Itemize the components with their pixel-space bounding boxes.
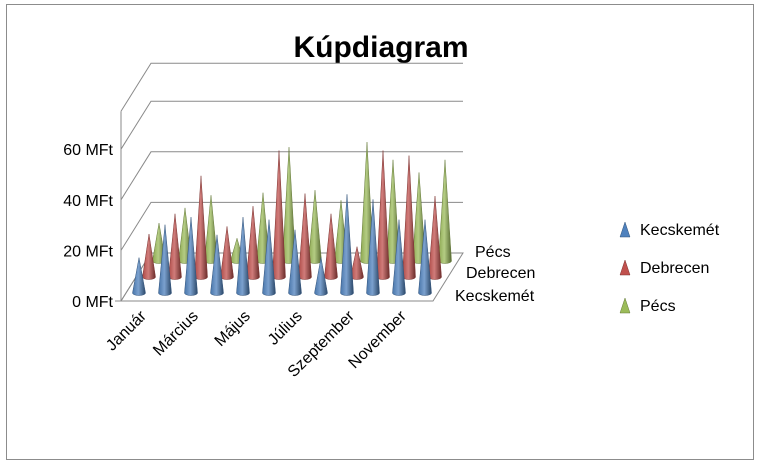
gridline bbox=[120, 100, 463, 150]
legend-label: Kecskemét bbox=[640, 222, 720, 239]
gridline bbox=[120, 151, 463, 201]
x-tick-label: November bbox=[346, 307, 411, 372]
cone-chart: Kúpdiagram 0 MFt 20 MFt 40 MFt 60 MFt Januá… bbox=[63, 31, 720, 381]
cone-debrecen-november bbox=[402, 155, 416, 280]
cone-series bbox=[132, 142, 452, 296]
cone-debrecen-oktober bbox=[376, 150, 390, 280]
depth-tick-label: Kecskemét bbox=[455, 288, 535, 305]
legend-swatch bbox=[619, 221, 631, 238]
cone-kecskemet-december bbox=[418, 219, 432, 296]
y-axis-ticks: 0 MFt 20 MFt 40 MFt 60 MFt bbox=[63, 142, 113, 311]
legend: Kecskemét Debrecen Pécs bbox=[619, 221, 720, 315]
legend-swatch bbox=[619, 259, 631, 276]
depth-tick-label: Pécs bbox=[475, 244, 511, 261]
cone-debrecen-julius bbox=[298, 193, 312, 280]
gridline bbox=[120, 201, 463, 251]
x-axis-ticks: Január Március Május JúliusSzeptemberNovemb… bbox=[103, 307, 410, 380]
chart-title: Kúpdiagram bbox=[293, 31, 468, 64]
cone-kecskemet-aprilis bbox=[210, 234, 224, 296]
x-tick-label: Március bbox=[150, 308, 202, 360]
depth-axis-ticks: Pécs Debrecen Kecskemét bbox=[455, 244, 535, 305]
cone-kecskemet-marcius bbox=[184, 217, 198, 296]
cone-debrecen-januar bbox=[142, 233, 156, 280]
cone-kecskemet-januar bbox=[132, 257, 146, 296]
legend-item-kecskemet: Kecskemét bbox=[619, 221, 720, 239]
cone-debrecen-februar bbox=[168, 213, 182, 280]
cone-kecskemet-februar bbox=[158, 224, 172, 296]
y-tick-label: 0 MFt bbox=[72, 294, 113, 311]
legend-label: Pécs bbox=[640, 298, 676, 315]
cone-pecs-julius bbox=[308, 190, 322, 264]
cone-debrecen-junius bbox=[272, 150, 286, 280]
chart-area: Kúpdiagram 0 MFt 20 MFt 40 MFt 60 MFt Januá… bbox=[6, 4, 754, 460]
x-tick-label: Július bbox=[265, 308, 306, 349]
gridline bbox=[120, 62, 463, 112]
legend-label: Debrecen bbox=[640, 260, 709, 277]
cone-debrecen-majus bbox=[246, 206, 260, 280]
cone-kecskemet-augusztus bbox=[314, 257, 328, 296]
legend-item-debrecen: Debrecen bbox=[619, 259, 709, 277]
cone-kecskemet-junius bbox=[262, 219, 276, 296]
y-tick-label: 60 MFt bbox=[63, 142, 113, 159]
legend-swatch bbox=[619, 297, 631, 314]
y-tick-label: 40 MFt bbox=[63, 193, 113, 210]
cone-debrecen-marcius bbox=[194, 175, 208, 280]
cone-debrecen-december bbox=[428, 196, 442, 280]
cone-pecs-december bbox=[438, 159, 452, 264]
x-tick-label: Január bbox=[103, 307, 150, 354]
cone-kecskemet-november bbox=[392, 219, 406, 296]
cone-debrecen-augusztus bbox=[324, 213, 338, 280]
cone-kecskemet-julius bbox=[288, 229, 302, 296]
depth-tick-label: Debrecen bbox=[466, 265, 535, 282]
cone-kecskemet-majus bbox=[236, 217, 250, 296]
legend-item-pecs: Pécs bbox=[619, 297, 676, 315]
x-tick-label: Május bbox=[212, 308, 254, 350]
cone-kecskemet-oktober bbox=[366, 199, 380, 296]
y-tick-label: 20 MFt bbox=[63, 243, 113, 260]
cone-kecskemet-szeptember bbox=[340, 194, 354, 296]
